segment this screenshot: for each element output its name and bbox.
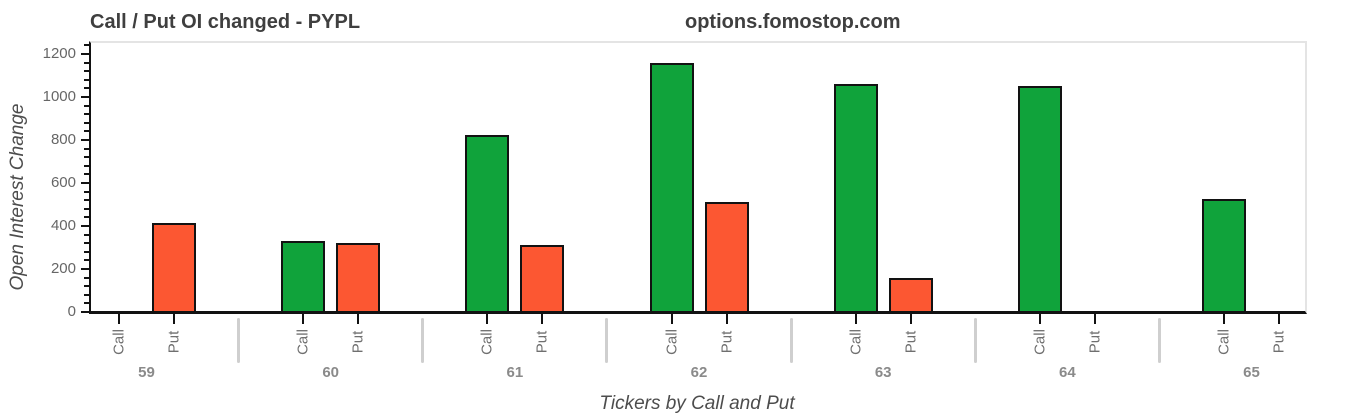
bar-call-60	[281, 241, 326, 311]
group-label-62: 62	[690, 364, 708, 381]
group-separator-1	[421, 318, 425, 363]
bar-label-put-59: Put	[165, 330, 183, 354]
y-minor-tick-160	[84, 276, 89, 279]
x-axis-title: Tickers by Call and Put	[599, 393, 795, 414]
bar-call-64	[1017, 86, 1062, 311]
bar-label-put-60: Put	[349, 330, 367, 354]
y-minor-tick-440	[84, 216, 89, 219]
x-tick-call-61	[486, 314, 489, 324]
bar-put-63	[888, 277, 933, 311]
y-minor-tick-720	[84, 156, 89, 159]
y-minor-tick-920	[84, 113, 89, 116]
x-tick-call-62	[670, 314, 673, 324]
bar-label-put-62: Put	[718, 330, 735, 354]
bar-label-put-63: Put	[902, 330, 920, 354]
y-minor-tick-280	[84, 250, 89, 253]
group-separator-2	[605, 318, 609, 363]
group-label-65: 65	[1243, 364, 1260, 381]
bar-label-call-60: Call	[294, 329, 312, 355]
y-tick-label-400: 400	[50, 216, 76, 234]
y-minor-tick-240	[84, 259, 89, 262]
bar-label-put-61: Put	[533, 330, 551, 354]
bar-label-call-64: Call	[1031, 329, 1049, 355]
y-minor-tick-840	[84, 130, 89, 133]
y-major-tick-800	[81, 138, 89, 141]
bar-label-call-61: Call	[478, 329, 496, 355]
y-major-tick-1200	[81, 52, 89, 55]
group-separator-4	[973, 318, 977, 363]
bar-label-call-63: Call	[847, 329, 865, 355]
y-minor-tick-960	[84, 104, 89, 107]
bar-call-63	[833, 84, 878, 311]
plot-area	[89, 41, 1307, 314]
group-separator-0	[237, 318, 241, 363]
y-minor-tick-360	[84, 233, 89, 236]
group-label-61: 61	[506, 364, 524, 381]
group-separator-3	[789, 318, 793, 363]
y-major-tick-1000	[81, 95, 89, 98]
x-tick-call-60	[302, 314, 305, 324]
x-tick-call-63	[854, 314, 857, 324]
x-tick-put-61	[541, 314, 544, 324]
y-minor-tick-760	[84, 147, 89, 150]
group-separator-5	[1157, 318, 1161, 363]
y-tick-label-0: 0	[67, 303, 76, 320]
y-tick-label-1000: 1000	[42, 87, 76, 105]
y-minor-tick-480	[84, 207, 89, 210]
y-minor-tick-80	[84, 293, 89, 296]
y-minor-tick-1240	[84, 44, 89, 47]
y-tick-label-200: 200	[50, 259, 76, 277]
bar-label-call-59: Call	[110, 329, 128, 355]
y-major-tick-400	[81, 224, 89, 227]
x-tick-put-62	[725, 314, 728, 324]
group-label-59: 59	[138, 364, 155, 381]
y-tick-label-1200: 1200	[42, 44, 76, 62]
bar-label-put-64: Put	[1086, 330, 1104, 354]
x-tick-put-64	[1093, 314, 1096, 324]
chart-title: Call / Put OI changed - PYPL	[90, 11, 361, 33]
y-major-tick-200	[81, 267, 89, 270]
group-label-60: 60	[322, 364, 339, 381]
x-tick-put-60	[357, 314, 360, 324]
bar-put-62	[704, 202, 749, 311]
bar-call-62	[649, 62, 694, 311]
x-tick-call-65	[1223, 314, 1226, 324]
y-tick-label-800: 800	[50, 130, 76, 148]
bar-put-59	[152, 222, 196, 311]
bar-call-61	[465, 134, 510, 311]
bar-put-60	[336, 243, 381, 311]
y-minor-tick-880	[84, 121, 89, 124]
x-tick-call-59	[118, 314, 120, 324]
y-major-tick-600	[81, 181, 89, 184]
y-major-tick-0	[81, 311, 89, 313]
y-minor-tick-560	[84, 190, 89, 193]
y-minor-tick-1160	[84, 61, 89, 64]
bar-label-call-65: Call	[1215, 329, 1233, 355]
y-minor-tick-1120	[84, 70, 89, 73]
y-tick-label-600: 600	[50, 173, 76, 191]
y-minor-tick-1040	[84, 87, 89, 90]
y-minor-tick-1080	[84, 78, 89, 81]
y-minor-tick-40	[84, 302, 89, 305]
y-minor-tick-520	[84, 199, 89, 202]
group-label-64: 64	[1059, 364, 1076, 381]
x-tick-put-63	[909, 314, 912, 324]
x-tick-put-65	[1278, 314, 1281, 324]
bar-put-61	[520, 245, 565, 311]
y-minor-tick-120	[84, 285, 89, 288]
x-tick-put-59	[173, 314, 175, 324]
y-minor-tick-680	[84, 164, 89, 167]
bar-label-put-65: Put	[1270, 330, 1288, 354]
y-minor-tick-640	[84, 173, 89, 176]
bar-call-65	[1202, 199, 1247, 311]
y-minor-tick-320	[84, 242, 89, 245]
site-watermark: options.fomostop.com	[685, 11, 901, 33]
group-label-63: 63	[874, 364, 892, 381]
x-tick-call-64	[1038, 314, 1041, 324]
bar-label-call-62: Call	[663, 329, 680, 355]
